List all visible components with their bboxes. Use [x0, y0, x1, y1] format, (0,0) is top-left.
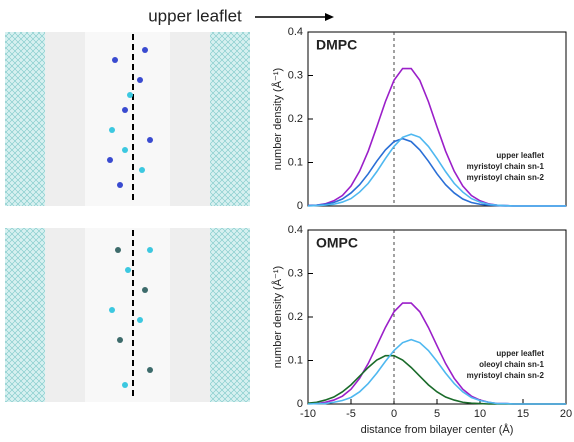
series-line: [307, 67, 566, 207]
y-axis-label: number density (Å⁻¹): [271, 266, 284, 368]
x-tick-label: 20: [560, 408, 572, 420]
x-tick-label: 15: [517, 408, 529, 420]
legend-entry: myristoyl chain sn-2: [467, 371, 545, 380]
x-tick-label: 5: [434, 408, 440, 420]
header: upper leaflet: [148, 6, 242, 25]
x-tick-label: 0: [391, 408, 397, 420]
y-tick-label: 0.3: [288, 69, 303, 81]
chart-title: OMPC: [316, 235, 358, 251]
y-tick-label: 0: [297, 398, 303, 410]
legend-entry: myristoyl chain sn-1: [467, 162, 545, 171]
y-tick-label: 0.2: [288, 311, 303, 323]
arrow-head: [325, 13, 334, 21]
x-tick-label: 10: [474, 408, 486, 420]
y-tick-label: 0: [297, 200, 303, 212]
y-tick-label: 0.3: [288, 267, 303, 279]
x-axis-label: distance from bilayer center (Å): [361, 423, 514, 436]
legend-entry: oleoyl chain sn-1: [479, 360, 544, 369]
x-tick-label: -5: [346, 408, 356, 420]
series-line: [307, 133, 566, 207]
snapshot-bottom: [5, 228, 250, 402]
legend-entry: myristoyl chain sn-2: [467, 173, 545, 182]
y-axis-label: number density (Å⁻¹): [271, 68, 284, 170]
y-tick-label: 0.1: [288, 156, 303, 168]
chart-title: DMPC: [316, 37, 357, 53]
y-tick-label: 0.1: [288, 354, 303, 366]
legend-entry: upper leaflet: [496, 349, 544, 358]
y-tick-label: 0.4: [288, 26, 303, 38]
x-tick-label: -10: [300, 408, 316, 420]
y-tick-label: 0.2: [288, 113, 303, 125]
snapshot-top: [5, 32, 250, 206]
series-line: [307, 338, 566, 405]
y-tick-label: 0.4: [288, 224, 303, 236]
legend-entry: upper leaflet: [496, 151, 544, 160]
